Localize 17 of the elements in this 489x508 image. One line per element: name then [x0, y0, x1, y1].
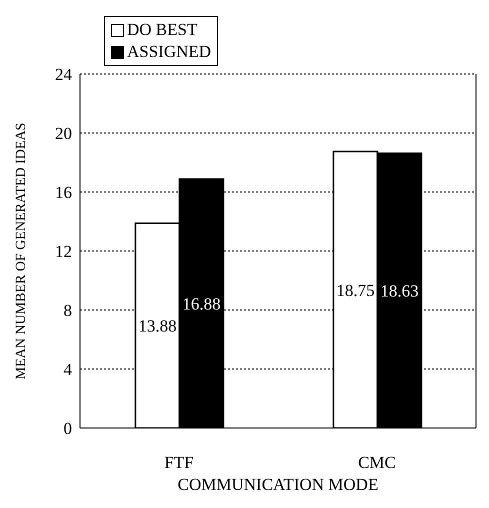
data-label: 13.88 [138, 316, 177, 336]
data-label: 18.63 [380, 282, 419, 301]
x-tick-label: FTF [164, 453, 194, 472]
x-axis-title: COMMUNICATION MODE [178, 475, 378, 494]
y-tick-label: 0 [64, 419, 72, 438]
y-tick-label: 16 [55, 183, 72, 202]
y-tick-label: 4 [64, 360, 72, 380]
y-tick-label: 12 [55, 242, 72, 262]
y-tick-label: 8 [64, 301, 72, 320]
legend-label: ASSIGNED [126, 41, 212, 63]
y-tick-label: 20 [55, 124, 72, 144]
legend-label: DO BEST [126, 19, 198, 41]
data-label: 16.88 [182, 294, 221, 314]
x-tick-label: CMC [358, 453, 396, 472]
data-label: 18.75 [336, 280, 375, 300]
y-tick-label: 24 [55, 65, 72, 84]
y-axis-title: MEAN NUMBER OF GENERATED IDEAS [14, 122, 29, 380]
